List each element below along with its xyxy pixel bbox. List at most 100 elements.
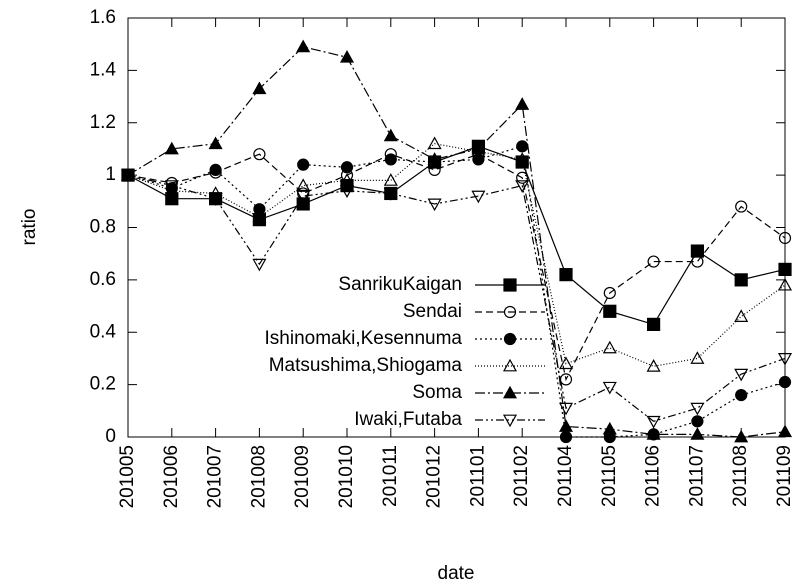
marker bbox=[427, 136, 442, 150]
marker bbox=[340, 161, 354, 174]
marker bbox=[734, 368, 749, 382]
marker bbox=[603, 286, 616, 300]
marker bbox=[647, 255, 660, 268]
marker bbox=[559, 430, 573, 444]
x-tick-label: 201101 bbox=[467, 445, 488, 507]
y-tick-label: 0.2 bbox=[90, 374, 116, 395]
x-tick-label: 201108 bbox=[730, 445, 751, 507]
marker bbox=[253, 148, 266, 161]
marker bbox=[602, 421, 617, 435]
marker bbox=[252, 81, 267, 95]
x-tick-label: 201102 bbox=[511, 445, 532, 507]
legend-label: Iwaki,Futaba bbox=[354, 409, 462, 430]
marker bbox=[516, 171, 529, 184]
marker bbox=[777, 424, 793, 438]
marker bbox=[427, 198, 442, 212]
marker bbox=[690, 351, 705, 364]
marker bbox=[208, 136, 223, 150]
marker bbox=[165, 192, 179, 206]
marker bbox=[472, 153, 485, 166]
x-axis-label: date bbox=[438, 563, 475, 584]
marker bbox=[646, 359, 661, 372]
series-line bbox=[127, 145, 786, 326]
marker bbox=[502, 385, 518, 399]
y-tick-label: 1.2 bbox=[90, 112, 116, 133]
y-axis-label: ratio bbox=[19, 209, 40, 246]
marker bbox=[516, 140, 529, 153]
y-tick-label: 0 bbox=[105, 426, 116, 447]
legend-label: SanrikuKaigan bbox=[338, 274, 462, 295]
marker bbox=[252, 209, 267, 223]
marker bbox=[427, 152, 442, 165]
series-line bbox=[127, 153, 786, 382]
marker bbox=[253, 203, 266, 216]
y-tick-label: 0.6 bbox=[90, 269, 116, 290]
marker bbox=[471, 190, 486, 204]
y-tick-label: 1.4 bbox=[90, 59, 117, 80]
marker bbox=[120, 169, 136, 183]
marker bbox=[164, 183, 179, 197]
x-tick-label: 201109 bbox=[774, 445, 795, 507]
marker bbox=[559, 373, 573, 386]
marker bbox=[734, 429, 749, 443]
x-tick-label: 201007 bbox=[205, 445, 226, 508]
marker bbox=[778, 375, 792, 389]
x-tick-label: 201012 bbox=[424, 445, 445, 508]
x-tick-label: 201107 bbox=[686, 445, 707, 507]
marker bbox=[646, 317, 661, 331]
marker bbox=[208, 193, 223, 206]
x-tick-label: 201006 bbox=[161, 445, 182, 508]
marker bbox=[515, 97, 530, 110]
marker bbox=[164, 180, 179, 193]
legend-label: Sendai bbox=[403, 301, 462, 322]
marker bbox=[503, 278, 517, 292]
marker bbox=[691, 415, 704, 428]
marker bbox=[296, 197, 310, 211]
marker bbox=[252, 258, 267, 272]
marker bbox=[602, 340, 617, 354]
legend-label: Ishinomaki,Kesennuma bbox=[265, 328, 463, 349]
x-tick-label: 201010 bbox=[336, 445, 357, 508]
marker bbox=[502, 358, 518, 372]
marker bbox=[735, 389, 748, 402]
x-tick-label: 201106 bbox=[643, 445, 664, 507]
marker bbox=[558, 356, 574, 370]
marker bbox=[383, 188, 398, 201]
series-line bbox=[127, 46, 786, 438]
y-tick-label: 0.8 bbox=[90, 217, 116, 238]
y-tick-label: 1 bbox=[105, 164, 116, 185]
series-line bbox=[127, 143, 786, 367]
marker bbox=[471, 141, 486, 155]
marker bbox=[297, 158, 310, 171]
y-tick-label: 0.4 bbox=[90, 321, 117, 342]
marker bbox=[691, 255, 704, 268]
series-line bbox=[127, 174, 786, 422]
marker bbox=[502, 414, 518, 428]
marker bbox=[690, 244, 705, 258]
marker bbox=[296, 39, 311, 53]
marker bbox=[778, 262, 792, 276]
marker bbox=[503, 305, 517, 319]
marker bbox=[503, 332, 517, 346]
marker bbox=[296, 178, 311, 191]
marker bbox=[339, 173, 355, 186]
x-tick-label: 201009 bbox=[292, 445, 313, 508]
x-tick-label: 201105 bbox=[599, 445, 620, 507]
marker bbox=[559, 268, 573, 282]
marker bbox=[603, 304, 617, 318]
plot-frame bbox=[127, 17, 786, 438]
marker bbox=[384, 153, 397, 166]
legend-label: Soma bbox=[412, 382, 462, 403]
marker bbox=[646, 427, 661, 440]
marker bbox=[778, 231, 792, 245]
marker bbox=[777, 353, 793, 366]
marker bbox=[602, 381, 617, 395]
marker bbox=[734, 273, 748, 287]
x-tick-label: 201011 bbox=[380, 445, 401, 507]
marker bbox=[383, 128, 398, 142]
marker bbox=[734, 309, 749, 322]
marker bbox=[690, 427, 705, 440]
marker bbox=[558, 419, 574, 432]
marker bbox=[209, 163, 222, 176]
